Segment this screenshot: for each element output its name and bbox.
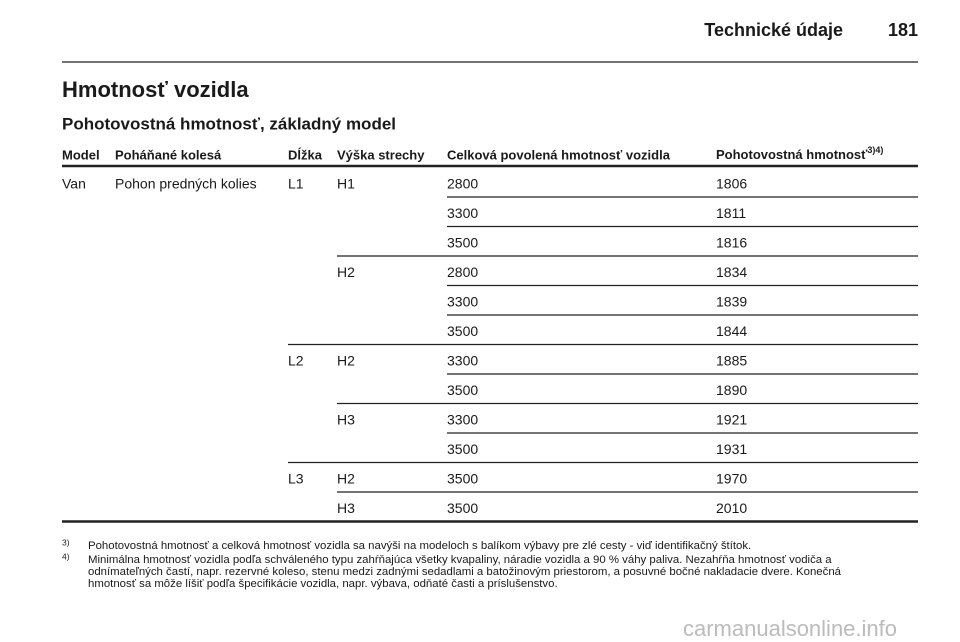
column-header-text: Pohotovostná hmotnosť [716, 147, 868, 162]
table-cell: 1931 [716, 441, 747, 457]
footnote-text: odnímateľných častí, napr. rezervné kole… [88, 566, 842, 578]
table-cell: 2010 [716, 500, 747, 516]
table-cell: 1834 [716, 264, 747, 280]
table-cell: 2800 [447, 176, 478, 192]
table-cell: L2 [288, 353, 304, 369]
table-cell: 1890 [716, 382, 747, 398]
running-header: Technické údaje [704, 20, 843, 40]
footnote-mark: 4) [62, 551, 70, 561]
table-cell: 1970 [716, 471, 747, 487]
table-cell: 1839 [716, 294, 747, 310]
footnote-text: Pohotovostná hmotnosť a celková hmotnosť… [88, 540, 751, 552]
table-cell: 3500 [447, 235, 478, 251]
table-cell: 1885 [716, 353, 747, 369]
page-number: 181 [888, 20, 918, 40]
table-cell: 3500 [447, 441, 478, 457]
table-cell: 1844 [716, 323, 747, 339]
table-cell: L3 [288, 471, 304, 487]
table-cell: 3500 [447, 382, 478, 398]
table-cell: 3500 [447, 323, 478, 339]
column-header: Dĺžka [288, 147, 323, 162]
table-cell: 3300 [447, 205, 478, 221]
table-cell: 2800 [447, 264, 478, 280]
footnote-mark: 3) [62, 537, 70, 547]
table-cell: 1816 [716, 235, 747, 251]
column-header: Model [62, 147, 100, 162]
subsection-title: Pohotovostná hmotnosť, základný model [62, 114, 396, 133]
table-cell: H2 [337, 471, 355, 487]
column-header: Celková povolená hmotnosť vozidla [447, 147, 671, 162]
footnote-text: Minimálna hmotnosť vozidla podľa schvále… [88, 554, 832, 566]
table-cell: H2 [337, 353, 355, 369]
column-header: Poháňané kolesá [115, 147, 222, 162]
table-cell: 1921 [716, 412, 747, 428]
table-cell: H3 [337, 412, 355, 428]
table-cell: 3300 [447, 353, 478, 369]
table-cell: L1 [288, 176, 304, 192]
column-header: Pohotovostná hmotnosť3)4) [716, 145, 883, 162]
footnote-text: hmotnosť sa môže líšiť podľa špecifikáci… [88, 578, 558, 590]
table-cell: 3300 [447, 294, 478, 310]
table-cell: 1811 [716, 205, 746, 221]
footnote-ref: 3)4) [867, 145, 883, 155]
table-cell: 3500 [447, 500, 478, 516]
table-cell: Van [62, 176, 86, 192]
table-cell: Pohon predných kolies [115, 176, 257, 192]
table-cell: H1 [337, 176, 355, 192]
table-cell: H2 [337, 264, 355, 280]
table-cell: H3 [337, 500, 355, 516]
table-cell: 1806 [716, 176, 747, 192]
watermark: carmanualsonline.info [683, 616, 897, 641]
table-cell: 3300 [447, 412, 478, 428]
section-title: Hmotnosť vozidla [62, 77, 249, 102]
table-cell: 3500 [447, 471, 478, 487]
column-header: Výška strechy [337, 147, 425, 162]
